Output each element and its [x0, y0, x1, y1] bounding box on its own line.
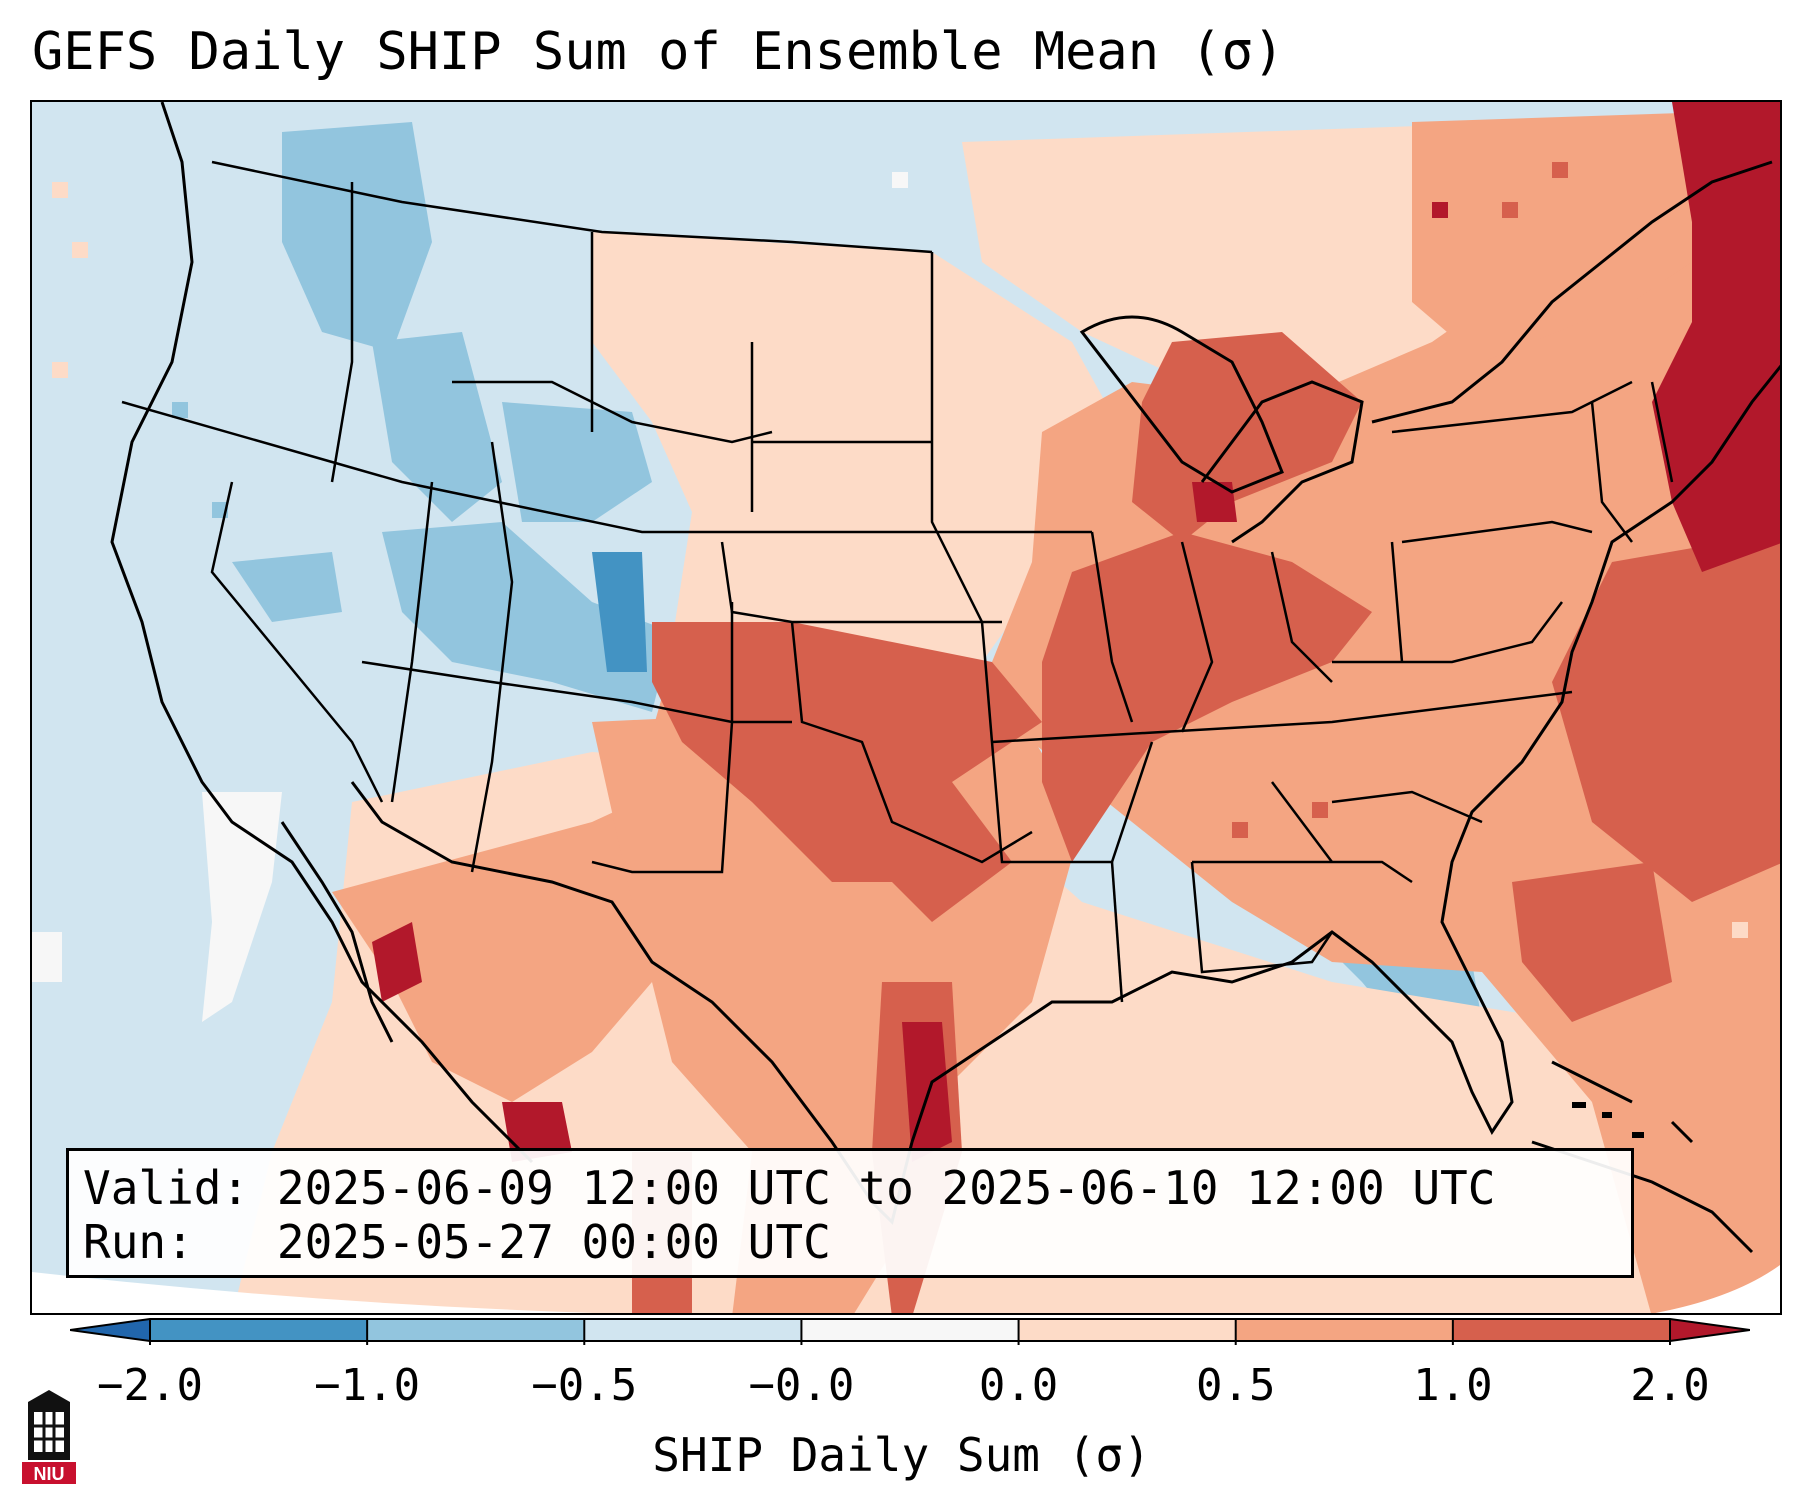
valid-label: Valid:: [83, 1161, 250, 1215]
extreme-positive-anomaly: [1652, 102, 1780, 572]
islands: [1572, 1102, 1644, 1138]
run-time-value: 2025-05-27 00:00 UTC: [276, 1215, 831, 1269]
strong-positive-anomaly: [1042, 532, 1372, 862]
extreme-positive-anomaly: [1192, 482, 1237, 522]
valid-time-value: 2025-06-09 12:00 UTC to 2025-06-10 12:00…: [276, 1161, 1496, 1215]
negative-anomaly-region: [502, 402, 652, 522]
colorbar-tick-label: 0.0: [978, 1360, 1059, 1411]
strong-negative-anomaly: [592, 552, 647, 672]
neutral-region: [32, 932, 62, 982]
colorbar-bin: [801, 1319, 1019, 1341]
speckle-cells: [52, 162, 1748, 938]
colorbar-bin: [1235, 1319, 1453, 1341]
colorbar-title: SHIP Daily Sum (σ): [652, 1428, 1151, 1482]
colorbar: [70, 1318, 1750, 1345]
logo-window-icon: [34, 1412, 64, 1452]
colorbar-bin: [584, 1319, 802, 1341]
colorbar-bin: [367, 1319, 585, 1341]
logo-text: NIU: [34, 1464, 65, 1484]
colorbar-tick-label: −0.0: [748, 1360, 855, 1411]
map-title: GEFS Daily SHIP Sum of Ensemble Mean (σ): [32, 22, 1285, 82]
negative-anomaly-region: [382, 522, 672, 712]
strong-positive-anomaly: [652, 622, 1042, 922]
neutral-region: [202, 792, 282, 1022]
colorbar-tick-label: 0.5: [1195, 1360, 1276, 1411]
niu-logo: NIU: [22, 1390, 76, 1484]
colorbar-under-arrow: [70, 1319, 150, 1341]
extreme-positive-anomaly: [502, 1102, 572, 1162]
colorbar-tick-label: 1.0: [1413, 1360, 1493, 1411]
colorbar-tick-label: −0.5: [531, 1360, 638, 1411]
map-panel[interactable]: [30, 100, 1782, 1315]
colorbar-tick-label: 2.0: [1630, 1360, 1710, 1411]
strong-positive-anomaly: [1552, 532, 1780, 902]
valid-time-line: Valid: 2025-06-09 12:00 UTC to 2025-06-1…: [83, 1161, 1617, 1215]
validity-info-box: Valid: 2025-06-09 12:00 UTC to 2025-06-1…: [66, 1148, 1634, 1278]
colorbar-tick-label: −2.0: [97, 1360, 203, 1411]
coastlines: [110, 102, 1780, 1254]
negative-anomaly-region: [372, 332, 502, 522]
run-time-line: Run: 2025-05-27 00:00 UTC: [83, 1215, 1617, 1269]
colorbar-over-arrow: [1670, 1319, 1750, 1341]
projection-edge: [1655, 1264, 1780, 1313]
colorbar-bin: [1452, 1319, 1670, 1341]
run-label: Run:: [83, 1215, 194, 1269]
colorbar-bins: [150, 1319, 1670, 1341]
extreme-positive-anomaly: [372, 922, 422, 1002]
positive-anomaly-region: [1412, 112, 1752, 362]
projection-edge: [32, 1272, 594, 1313]
colorbar-bin: [1018, 1319, 1236, 1341]
extreme-positive-anomaly: [902, 1022, 952, 1162]
state-borders: [121, 160, 1674, 1003]
colorbar-tick-label: −1.0: [314, 1360, 421, 1411]
negative-anomaly-region: [282, 122, 432, 352]
anomaly-field: [32, 102, 1780, 1313]
colorbar-bin: [150, 1319, 368, 1341]
strong-positive-anomaly: [1512, 862, 1672, 1022]
colorbar-outline: [70, 1318, 1750, 1342]
negative-anomaly-region: [232, 552, 342, 622]
